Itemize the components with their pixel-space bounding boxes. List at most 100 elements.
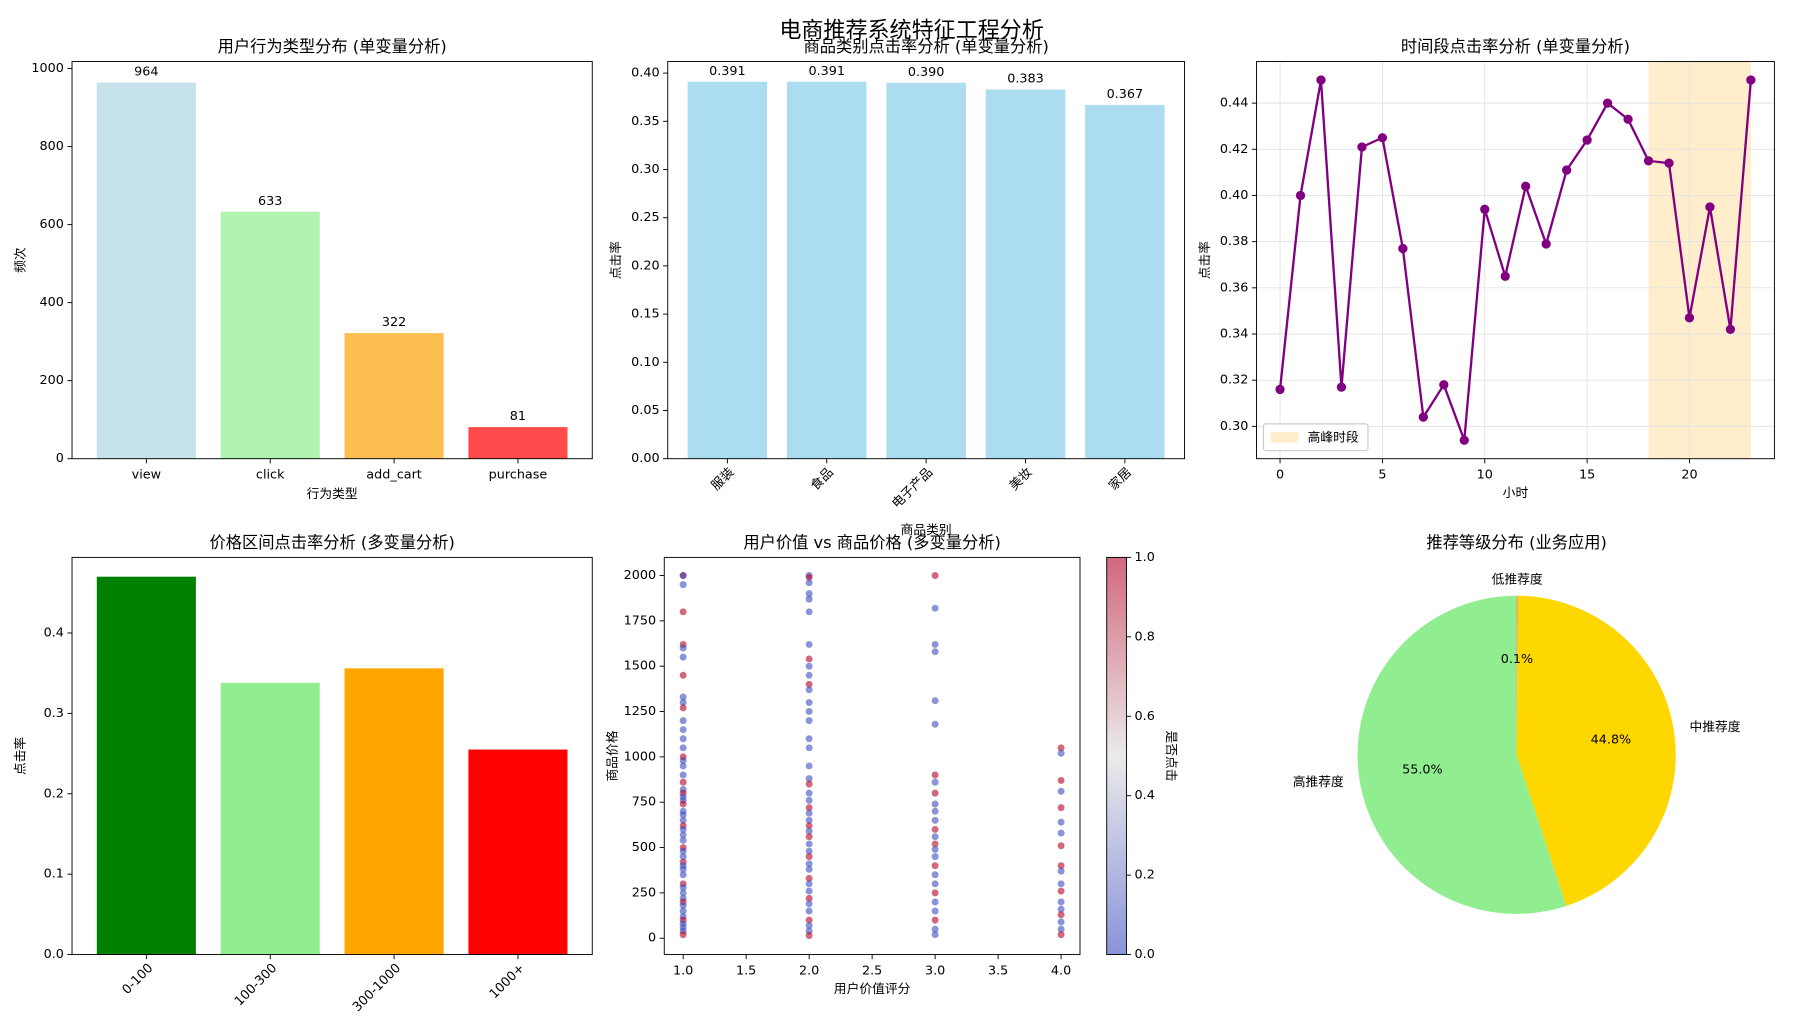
x-axis-label: 行为类型 — [307, 487, 358, 502]
point — [931, 862, 939, 870]
marker — [1643, 156, 1654, 166]
point — [805, 796, 813, 804]
point — [1057, 898, 1065, 906]
y-tick-label: 0.40 — [1220, 188, 1248, 203]
x-tick-label: 5 — [1378, 467, 1386, 482]
point — [805, 932, 813, 939]
pie-label: 中推荐度 — [1690, 719, 1741, 735]
x-tick-label: 20 — [1681, 467, 1697, 482]
point — [805, 804, 813, 812]
x-tick-label: view — [132, 467, 161, 482]
y-tick-label: 0.4 — [44, 625, 64, 640]
y-tick-label: 0.38 — [1220, 234, 1248, 249]
point — [931, 898, 939, 906]
y-axis-label: 频次 — [13, 247, 28, 273]
y-tick-label: 1750 — [624, 613, 657, 628]
axes-frame — [1256, 61, 1775, 460]
point — [931, 845, 939, 853]
point — [679, 931, 687, 939]
x-tick-label: purchase — [489, 467, 548, 482]
y-tick-label: 200 — [40, 373, 64, 388]
pie-label: 高推荐度 — [1293, 774, 1344, 790]
point — [931, 816, 939, 824]
point — [679, 704, 687, 712]
y-tick-label: 0.2 — [44, 786, 64, 801]
point — [1057, 776, 1065, 784]
marker — [1357, 142, 1367, 152]
point — [1057, 829, 1065, 837]
legend-label: 高峰时段 — [1308, 429, 1359, 445]
point — [805, 590, 813, 598]
point — [805, 900, 813, 908]
point — [679, 800, 687, 808]
marker — [1480, 204, 1490, 214]
marker — [1459, 435, 1469, 445]
y-tick-label: 0.36 — [1220, 280, 1248, 295]
point — [931, 925, 939, 933]
point — [1057, 787, 1065, 795]
y-tick-label: 0 — [648, 931, 656, 946]
point — [679, 757, 687, 764]
point — [805, 847, 813, 855]
y-tick-label: 0.3 — [44, 706, 64, 721]
point — [1057, 887, 1065, 895]
point — [679, 717, 687, 725]
point — [679, 836, 687, 844]
point — [805, 916, 813, 924]
bar — [96, 576, 196, 955]
point — [805, 655, 813, 663]
y-tick-label: 0.25 — [631, 210, 659, 225]
point — [931, 789, 939, 797]
marker — [1561, 165, 1572, 175]
point — [1057, 905, 1065, 913]
colorbar-tick-label: 1.0 — [1135, 550, 1155, 565]
x-tick-label: 2.5 — [862, 963, 882, 978]
y-tick-label: 800 — [40, 139, 64, 154]
pie-value-label: 44.8% — [1591, 733, 1632, 748]
point — [805, 680, 813, 688]
x-tick-label: 4.0 — [1051, 963, 1071, 978]
point — [1057, 867, 1065, 875]
point — [931, 640, 939, 648]
point — [931, 697, 939, 705]
point — [679, 762, 687, 770]
point — [805, 865, 813, 873]
point — [931, 604, 939, 612]
y-tick-label: 0.42 — [1220, 142, 1248, 157]
marker — [1295, 190, 1306, 201]
axes-frame — [667, 61, 1185, 460]
point — [805, 708, 813, 716]
y-tick-label: 0.30 — [631, 162, 659, 177]
point — [679, 744, 687, 752]
y-tick-label: 600 — [40, 217, 64, 232]
point — [931, 778, 939, 786]
y-tick-label: 0.10 — [631, 355, 659, 370]
y-tick-label: 750 — [632, 795, 656, 810]
point — [1057, 818, 1065, 826]
y-tick-label: 0.1 — [44, 867, 64, 882]
axes-frame — [663, 556, 1081, 956]
marker — [1275, 384, 1285, 395]
bar — [220, 211, 320, 459]
point — [679, 771, 687, 779]
point — [679, 889, 687, 897]
data-label: 322 — [382, 315, 406, 330]
marker — [1746, 75, 1756, 85]
y-tick-label: 0.0 — [44, 947, 64, 962]
y-tick-label: 0.34 — [1220, 327, 1248, 342]
y-tick-label: 0.05 — [631, 403, 659, 418]
point — [931, 889, 939, 897]
point — [679, 811, 687, 819]
point — [679, 726, 687, 734]
bar — [220, 682, 320, 955]
marker — [1582, 135, 1592, 145]
point — [679, 853, 687, 861]
axes-frame — [71, 556, 593, 956]
point — [805, 809, 813, 817]
bar — [687, 81, 768, 459]
point — [805, 894, 813, 902]
point — [679, 865, 687, 873]
data-label: 81 — [510, 409, 526, 424]
point — [931, 720, 939, 728]
point — [805, 744, 813, 752]
